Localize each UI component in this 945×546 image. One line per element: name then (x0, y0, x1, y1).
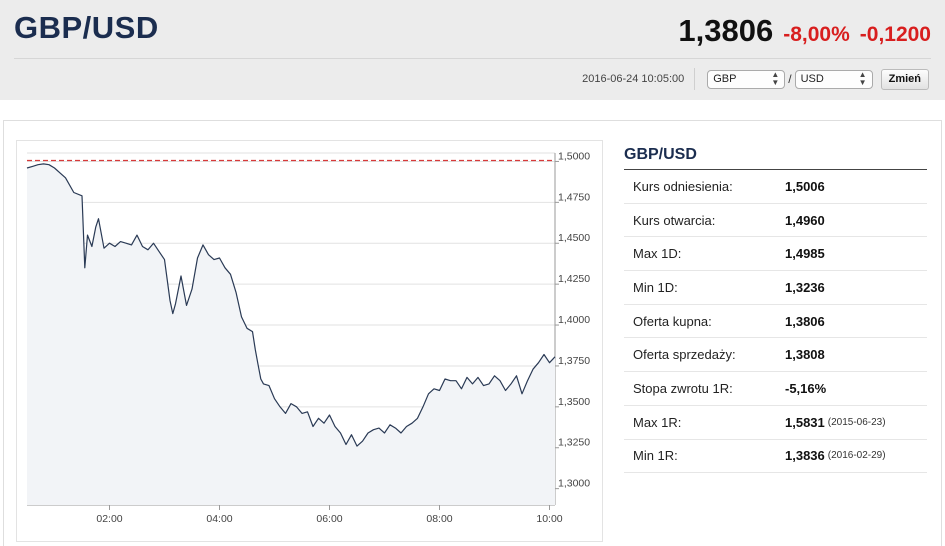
info-row-value: 1,5831 (785, 414, 825, 430)
y-tick-label: 1,3750 (558, 355, 590, 367)
change-percent: -8,00% (783, 23, 850, 46)
info-row-label: Max 1D: (633, 246, 682, 262)
header-divider (14, 58, 931, 59)
info-row: Kurs otwarcia: 1,4960 (624, 204, 927, 238)
info-row-value: 1,4960 (785, 212, 825, 228)
info-row: Oferta kupna: 1,3806 (624, 305, 927, 339)
controls-divider (694, 68, 696, 90)
info-row: Kurs odniesienia: 1,5006 (624, 170, 927, 204)
currency-separator: / (788, 72, 792, 86)
y-tick-label: 1,4500 (558, 232, 590, 244)
info-row-value: 1,3808 (785, 347, 825, 363)
info-row-label: Min 1R: (633, 448, 678, 464)
x-tick-label: 06:00 (316, 513, 342, 525)
change-absolute: -0,1200 (859, 23, 931, 46)
quote-summary: 1,3806 -8,00% -0,1200 (678, 13, 931, 49)
info-row-label: Kurs odniesienia: (633, 178, 733, 194)
change-button[interactable]: Zmień (880, 68, 929, 90)
info-title: GBP/USD (624, 138, 927, 170)
y-tick-label: 1,4750 (558, 191, 590, 203)
info-row-value: 1,3836 (785, 448, 825, 464)
quote-currency-value: USD (800, 73, 824, 85)
pair-title: GBP/USD (14, 10, 159, 45)
info-row: Min 1R: 1,3836 (2016-02-29) (624, 440, 927, 474)
base-currency-value: GBP (713, 73, 737, 85)
info-row-label: Oferta sprzedaży: (633, 347, 736, 363)
info-row-label: Kurs otwarcia: (633, 212, 716, 228)
info-row: Min 1D: 1,3236 (624, 271, 927, 305)
info-row: Max 1R: 1,5831 (2015-06-23) (624, 406, 927, 440)
info-row-date: (2015-06-23) (827, 416, 886, 428)
info-row-label: Max 1R: (633, 414, 682, 430)
series-line (26, 163, 556, 447)
info-row-value: 1,3806 (785, 313, 825, 329)
x-tick-label: 08:00 (426, 513, 452, 525)
info-row: Stopa zwrotu 1R: -5,16% (624, 372, 927, 406)
y-tick-label: 1,5000 (558, 150, 590, 162)
quote-timestamp: 2016-06-24 10:05:00 (582, 73, 685, 85)
quote-currency-select[interactable]: USD ▲ ▼ (794, 69, 873, 89)
info-row-value: 1,5006 (785, 178, 825, 194)
header-bar: GBP/USD 1,3806 -8,00% -0,1200 2016-06-24… (0, 0, 945, 100)
info-row-label: Min 1D: (633, 279, 678, 295)
info-row: Max 1D: 1,4985 (624, 237, 927, 272)
select-arrows-icon: ▲ ▼ (858, 70, 867, 87)
base-currency-select[interactable]: GBP ▲ ▼ (707, 69, 786, 89)
info-row-label: Oferta kupna: (633, 313, 712, 329)
last-price: 1,3806 (678, 13, 774, 48)
y-tick-label: 1,3000 (558, 478, 590, 490)
series-area (27, 163, 555, 505)
info-row-value: -5,16% (785, 380, 827, 396)
price-chart: 1,3000 1,3250 1,3500 1,3750 1,4000 1,4250 1,45… (16, 140, 603, 542)
x-tick-label: 10:00 (536, 513, 562, 525)
info-table: GBP/USD Kurs odniesienia: 1,5006 Kurs otwa… (624, 138, 927, 474)
info-row-value: 1,3236 (785, 279, 825, 295)
info-row-value: 1,4985 (785, 246, 825, 262)
price-chart-svg: 1,3000 1,3250 1,3500 1,3750 1,4000 1,4250 1,45… (26, 150, 590, 525)
x-tick-label: 02:00 (96, 513, 122, 525)
info-row-date: (2016-02-29) (827, 450, 886, 462)
info-rows: Kurs odniesienia: 1,5006 Kurs otwarcia: 1,4… (624, 170, 927, 474)
info-row: Oferta sprzedaży: 1,3808 (624, 338, 927, 373)
y-tick-label: 1,4250 (558, 273, 590, 285)
y-tick-label: 1,3250 (558, 437, 590, 449)
content-panel (3, 120, 942, 546)
select-arrows-icon: ▲ ▼ (771, 70, 780, 87)
y-tick-label: 1,3500 (558, 396, 590, 408)
x-tick-label: 04:00 (206, 513, 232, 525)
y-tick-label: 1,4000 (558, 314, 590, 326)
info-row-label: Stopa zwrotu 1R: (633, 380, 733, 396)
currency-controls: 2016-06-24 10:05:00 GBP ▲ ▼ / USD ▲ ▼ Zmie… (582, 68, 929, 90)
